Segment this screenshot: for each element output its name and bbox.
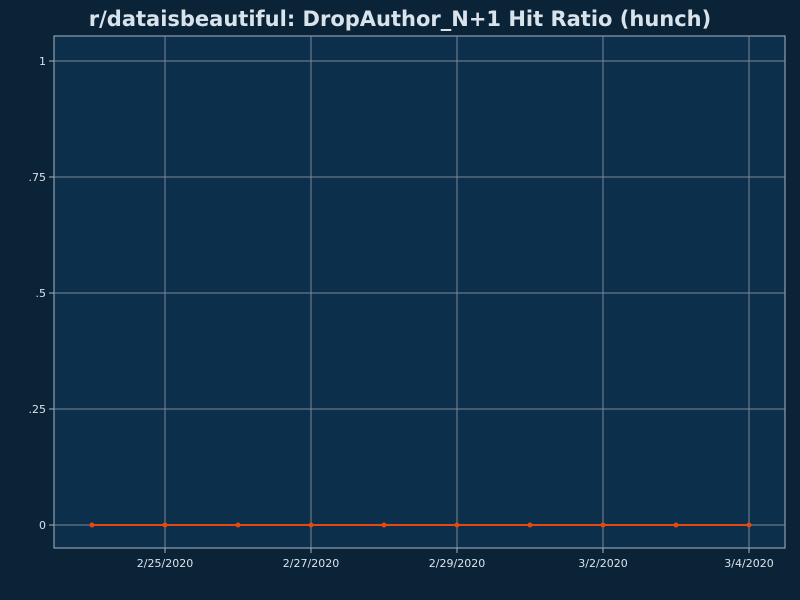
plot-area <box>53 35 786 549</box>
data-point <box>600 522 606 528</box>
chart-title: r/dataisbeautiful: DropAuthor_N+1 Hit Ra… <box>89 7 711 31</box>
data-point <box>673 522 679 528</box>
data-point <box>235 522 241 528</box>
y-axis: 0 .25 .5 .75 1 <box>29 55 54 532</box>
data-point <box>381 522 387 528</box>
x-tick-label: 2/27/2020 <box>283 557 339 570</box>
data-point <box>527 522 533 528</box>
data-point <box>308 522 314 528</box>
x-tick-label: 3/4/2020 <box>724 557 773 570</box>
data-point <box>89 522 95 528</box>
y-tick-label: .5 <box>36 287 47 300</box>
series-layer <box>89 522 752 528</box>
x-tick-label: 2/29/2020 <box>429 557 485 570</box>
data-point <box>162 522 168 528</box>
y-tick-label: .75 <box>29 171 47 184</box>
y-tick-label: .25 <box>29 403 47 416</box>
data-point <box>454 522 460 528</box>
grid <box>54 36 785 548</box>
y-tick-label: 0 <box>39 519 46 532</box>
x-axis: 2/25/2020 2/27/2020 2/29/2020 3/2/2020 3/4/2… <box>137 548 774 570</box>
y-tick-label: 1 <box>39 55 46 68</box>
x-tick-label: 3/2/2020 <box>578 557 627 570</box>
data-point <box>746 522 752 528</box>
x-tick-label: 2/25/2020 <box>137 557 193 570</box>
